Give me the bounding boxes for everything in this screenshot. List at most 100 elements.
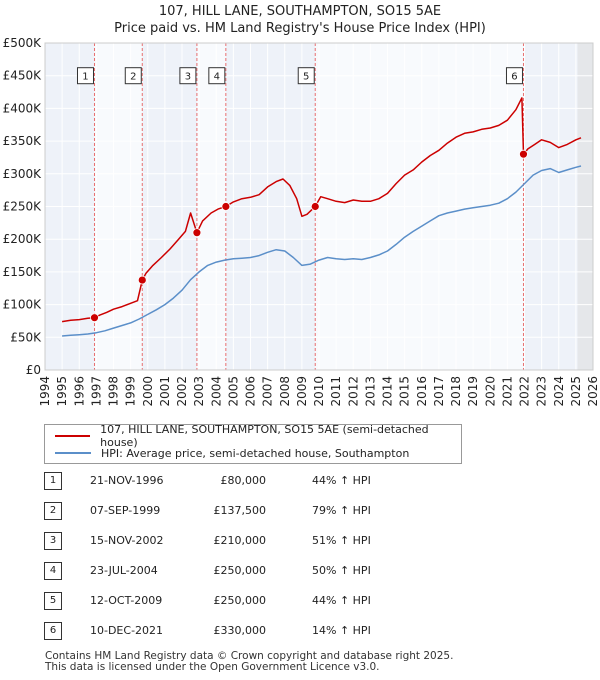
y-tick-label: £200K bbox=[3, 232, 43, 246]
sale-row: 3 15-NOV-2002 £210,000 51% ↑ HPI bbox=[0, 530, 600, 552]
sale-marker-box bbox=[208, 67, 226, 85]
sale-hpi: 50% ↑ HPI bbox=[312, 564, 371, 577]
sale-price: £250,000 bbox=[213, 564, 267, 577]
x-tick-label: 2002 bbox=[175, 376, 189, 407]
sale-number: 1 bbox=[44, 472, 62, 490]
x-tick-label: 2007 bbox=[261, 376, 275, 407]
y-tick-label: £150K bbox=[3, 265, 43, 279]
x-tick-label: 2020 bbox=[483, 376, 497, 407]
sale-marker-label: 4 bbox=[214, 72, 220, 83]
x-tick-label: 2026 bbox=[586, 376, 600, 407]
footer-line-2: This data is licensed under the Open Gov… bbox=[45, 661, 380, 673]
sale-point bbox=[137, 275, 147, 285]
sale-row: 5 12-OCT-2009 £250,000 44% ↑ HPI bbox=[0, 590, 600, 612]
x-tick-label: 1998 bbox=[107, 376, 121, 407]
sale-marker-label: 6 bbox=[511, 72, 517, 83]
sale-date: 23-JUL-2004 bbox=[90, 564, 158, 577]
sale-marker-box bbox=[179, 67, 197, 85]
x-tick-label: 2017 bbox=[432, 376, 446, 407]
legend-item-property: 107, HILL LANE, SOUTHAMPTON, SO15 5AE (s… bbox=[55, 423, 461, 449]
footer-line-1: Contains HM Land Registry data © Crown c… bbox=[45, 650, 454, 662]
sale-price: £330,000 bbox=[213, 624, 267, 637]
x-tick-label: 2001 bbox=[158, 376, 172, 407]
sale-point bbox=[90, 313, 99, 323]
sale-number: 4 bbox=[44, 562, 62, 580]
y-tick-label: £50K bbox=[10, 330, 42, 344]
sale-date: 21-NOV-1996 bbox=[90, 474, 164, 487]
legend-label-property: 107, HILL LANE, SOUTHAMPTON, SO15 5AE (s… bbox=[100, 423, 429, 449]
sale-point bbox=[310, 202, 320, 211]
y-tick-label: £100K bbox=[3, 298, 43, 312]
sale-hpi: 79% ↑ HPI bbox=[312, 504, 371, 517]
x-tick-label: 1997 bbox=[89, 376, 103, 407]
sale-point bbox=[519, 149, 528, 159]
sale-date: 15-NOV-2002 bbox=[90, 534, 164, 547]
x-tick-label: 2004 bbox=[209, 376, 223, 407]
sale-number: 2 bbox=[44, 502, 62, 520]
x-tick-label: 2003 bbox=[192, 376, 206, 407]
x-tick-label: 2010 bbox=[312, 376, 326, 407]
sale-row: 1 21-NOV-1996 £80,000 44% ↑ HPI bbox=[0, 470, 600, 492]
x-tick-label: 2023 bbox=[535, 376, 549, 407]
sale-row: 6 10-DEC-2021 £330,000 14% ↑ HPI bbox=[0, 620, 600, 642]
sale-hpi: 51% ↑ HPI bbox=[312, 534, 371, 547]
sale-price: £80,000 bbox=[220, 474, 267, 487]
legend-item-hpi: HPI: Average price, semi-detached house,… bbox=[55, 445, 409, 461]
x-tick-label: 2025 bbox=[569, 376, 583, 407]
sale-marker-label: 2 bbox=[130, 72, 136, 83]
y-tick-label: £400K bbox=[3, 101, 43, 115]
sale-hpi: 14% ↑ HPI bbox=[312, 624, 371, 637]
sale-hpi: 44% ↑ HPI bbox=[312, 594, 371, 607]
footer-note: Contains HM Land Registry data © Crown c… bbox=[45, 651, 453, 673]
sale-point bbox=[192, 228, 202, 238]
x-tick-label: 2013 bbox=[363, 376, 377, 407]
x-tick-label: 2024 bbox=[552, 376, 566, 407]
plot-border bbox=[44, 42, 594, 371]
x-tick-label: 2019 bbox=[466, 376, 480, 407]
sale-hpi: 44% ↑ HPI bbox=[312, 474, 371, 487]
legend-label-hpi: HPI: Average price, semi-detached house,… bbox=[101, 446, 410, 460]
x-tick-label: 1995 bbox=[55, 376, 69, 407]
series-line-hpi bbox=[62, 165, 582, 337]
x-tick-label: 1996 bbox=[72, 376, 86, 407]
x-tick-label: 2018 bbox=[449, 376, 463, 407]
legend-swatch-hpi bbox=[55, 452, 91, 454]
y-tick-label: £300K bbox=[3, 167, 43, 181]
sale-marker-box bbox=[76, 67, 94, 85]
sale-date: 07-SEP-1999 bbox=[90, 504, 161, 517]
y-tick-label: £500K bbox=[3, 36, 43, 50]
x-tick-label: 2021 bbox=[500, 376, 514, 407]
y-tick-label: £350K bbox=[3, 134, 43, 148]
x-tick-label: 2014 bbox=[381, 376, 395, 407]
chart-subtitle: Price paid vs. HM Land Registry's House … bbox=[114, 21, 486, 36]
sale-number: 6 bbox=[44, 622, 62, 640]
chart-title: 107, HILL LANE, SOUTHAMPTON, SO15 5AE bbox=[159, 4, 441, 19]
sale-date: 10-DEC-2021 bbox=[90, 624, 164, 637]
x-tick-label: 2008 bbox=[278, 376, 292, 407]
x-tick-label: 2011 bbox=[329, 376, 343, 407]
sale-date: 12-OCT-2009 bbox=[90, 594, 163, 607]
sale-marker-box bbox=[297, 67, 315, 85]
x-tick-label: 2000 bbox=[141, 376, 155, 407]
y-tick-label: £250K bbox=[3, 200, 43, 214]
price-chart: 107, HILL LANE, SOUTHAMPTON, SO15 5AE Pr… bbox=[3, 4, 600, 407]
sale-point bbox=[221, 202, 231, 211]
legend-swatch-property bbox=[55, 435, 91, 437]
y-tick-label: £450K bbox=[3, 69, 43, 83]
x-tick-label: 2015 bbox=[398, 376, 412, 407]
sale-marker-box bbox=[124, 67, 142, 85]
y-tick-label: £0 bbox=[26, 363, 41, 377]
sale-number: 5 bbox=[44, 592, 62, 610]
sale-price: £250,000 bbox=[213, 594, 267, 607]
sale-marker-label: 1 bbox=[82, 72, 88, 83]
x-tick-label: 2005 bbox=[226, 376, 240, 407]
x-tick-label: 1999 bbox=[124, 376, 138, 407]
x-tick-label: 2006 bbox=[244, 376, 258, 407]
sale-row: 4 23-JUL-2004 £250,000 50% ↑ HPI bbox=[0, 560, 600, 582]
chart-legend: 107, HILL LANE, SOUTHAMPTON, SO15 5AE (s… bbox=[44, 423, 462, 464]
sale-marker-label: 5 bbox=[303, 72, 309, 83]
sale-marker-box bbox=[505, 67, 523, 85]
sale-row: 2 07-SEP-1999 £137,500 79% ↑ HPI bbox=[0, 500, 600, 522]
x-tick-label: 1994 bbox=[38, 376, 52, 407]
x-tick-label: 2012 bbox=[346, 376, 360, 407]
